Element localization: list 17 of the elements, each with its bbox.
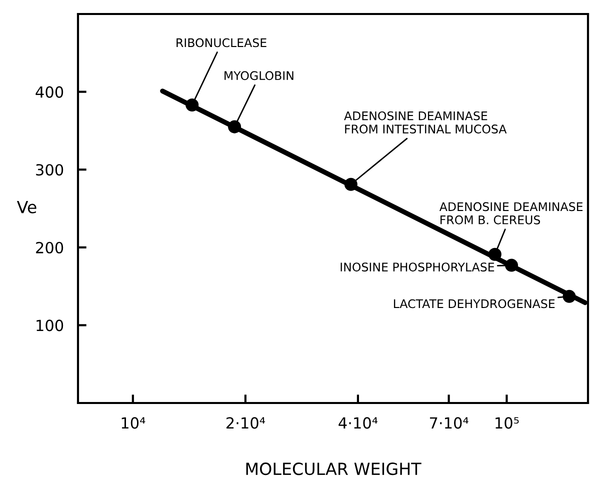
y-tick-label: 100 (36, 320, 64, 332)
y-tick-label: 200 (36, 242, 64, 254)
x-tick-label: 10⁴ (122, 417, 146, 429)
x-tick-label: 7·10⁴ (430, 417, 468, 429)
x-tick-label: 2·10⁴ (226, 417, 266, 429)
x-tick-label: 10⁵ (496, 417, 519, 429)
y-axis-title: Ve (16, 200, 36, 214)
annotation: ADENOSINE DEAMINASE FROM INTESTINAL MUCOSA (344, 111, 507, 134)
x-axis-title: MOLECULAR WEIGHT (246, 462, 422, 476)
y-tick-label: 400 (36, 86, 64, 98)
annotation: RIBONUCLEASE (176, 38, 266, 48)
annotation: LACTATE DEHYDROGENASE (394, 299, 555, 308)
annotation: ADENOSINE DEAMINASE FROM B. CEREUS (439, 202, 583, 224)
x-tick-label: 4·10⁴ (338, 417, 378, 429)
annotation: MYOGLOBIN (224, 71, 294, 80)
y-tick-label: 300 (36, 164, 64, 176)
annotation: INOSINE PHOSPHORYLASE (340, 262, 494, 272)
